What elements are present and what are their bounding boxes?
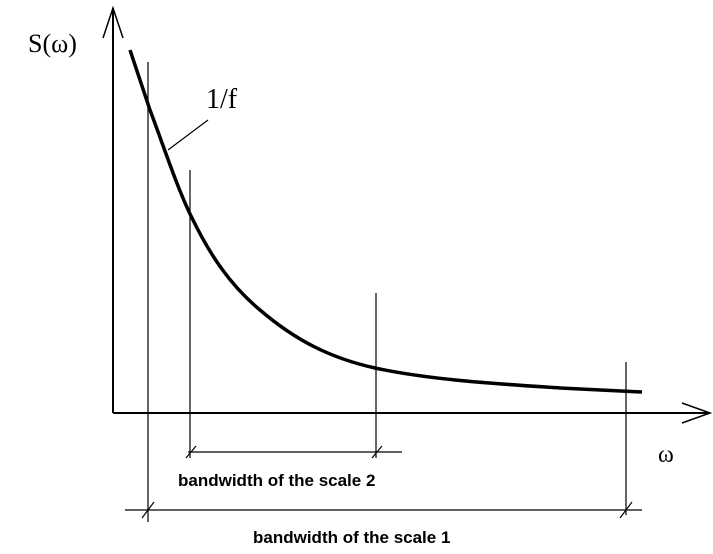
dimension-tick (185, 445, 197, 459)
curve (128, 49, 643, 394)
x-axis-label: ω (658, 442, 674, 468)
leader-line (167, 119, 209, 151)
y-axis-label: S(ω) (28, 29, 77, 58)
dimension-tick (619, 501, 633, 519)
dimension-tick (141, 501, 155, 519)
x-axis-arrow (681, 402, 713, 424)
y-axis-arrow (102, 5, 124, 39)
dimension-tick (371, 445, 383, 459)
curve-label: 1/f (206, 84, 238, 115)
bandwidth-label: bandwidth of the scale 2 (178, 471, 375, 490)
bandwidth-label: bandwidth of the scale 1 (253, 528, 450, 547)
